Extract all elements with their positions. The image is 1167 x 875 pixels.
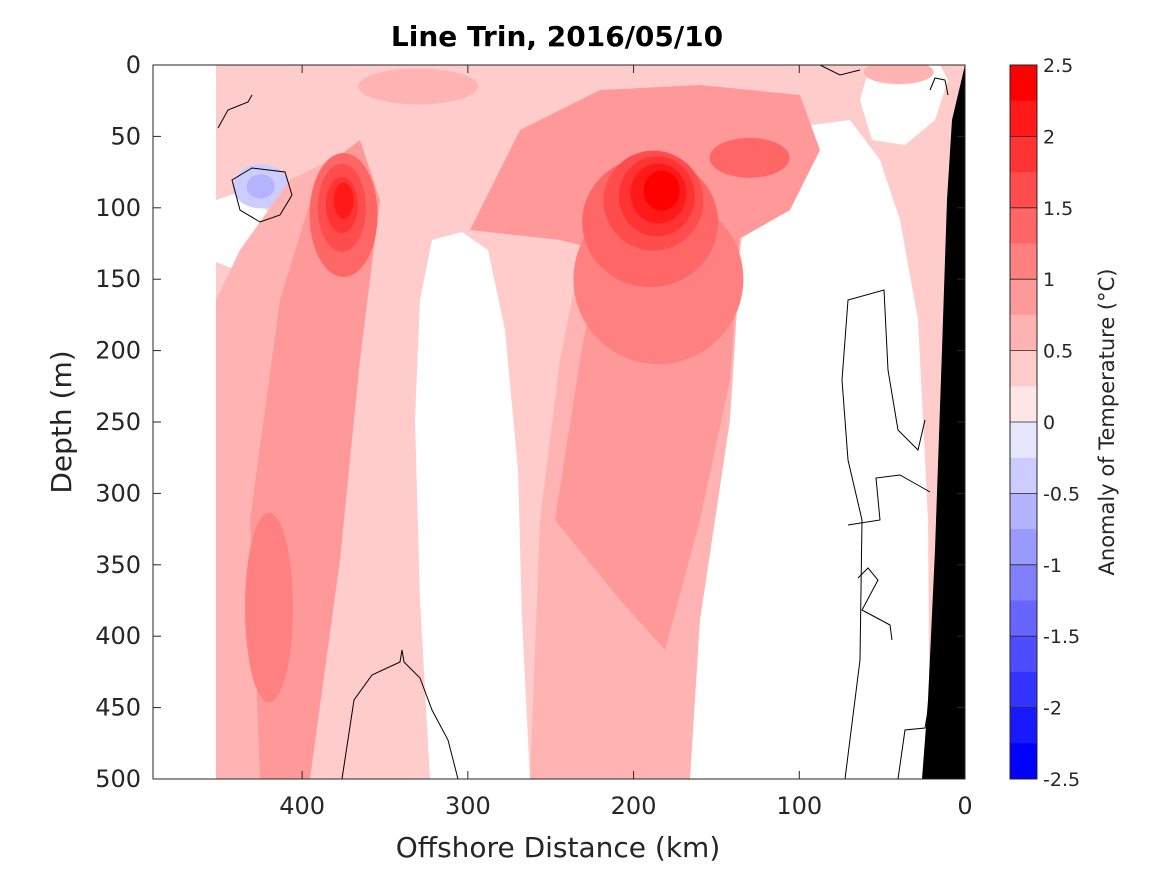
colorbar-bin — [1010, 243, 1037, 280]
colorbar-title: Anomaly of Temperature (°C) — [1095, 269, 1119, 576]
warm-layer-18 — [358, 68, 479, 105]
zero-contour-line-9 — [929, 77, 949, 96]
warm-layer-17 — [333, 182, 354, 219]
x-tick-label: 400 — [279, 792, 325, 820]
y-tick-label: 150 — [95, 265, 141, 293]
zero-contour-line-5 — [847, 474, 931, 526]
colorbar-tick-label: 0 — [1043, 412, 1055, 434]
temperature-field — [215, 65, 965, 779]
colorbar-bin — [1010, 207, 1037, 244]
y-tick-label: 200 — [95, 337, 141, 365]
colorbar-bin — [1010, 743, 1037, 780]
colorbar-bin — [1010, 172, 1037, 209]
chart-title: Line Trin, 2016/05/10 — [391, 20, 723, 53]
zero-contour-line-3 — [231, 167, 293, 223]
y-tick-label: 500 — [95, 765, 141, 793]
y-tick-label: 400 — [95, 622, 141, 650]
colorbar-bin — [1010, 279, 1037, 316]
x-tick-label: 200 — [611, 792, 657, 820]
colorbar-tick-label: 2.5 — [1043, 55, 1073, 77]
bathymetry-bottom — [922, 65, 965, 779]
colorbar-bin — [1010, 386, 1037, 423]
zero-contour-line-1 — [217, 94, 253, 129]
zero-contour-line-2 — [341, 649, 459, 779]
x-tick-label: 300 — [445, 792, 491, 820]
zero-region-3 — [215, 190, 286, 270]
y-tick-label: 350 — [95, 551, 141, 579]
x-tick-label: 100 — [776, 792, 822, 820]
colorbar-bin — [1010, 493, 1037, 530]
x-tick-label: 0 — [957, 792, 972, 820]
colorbar-bin — [1010, 136, 1037, 173]
x-axis-title: Offshore Distance (km) — [396, 831, 721, 864]
warm-layer-9 — [709, 137, 790, 178]
colorbar: 2.5 2 1.5 1 0.5 0 -0.5 -1 -1.5 -2 -2.5 — [1009, 55, 1080, 791]
zero-region-4 — [860, 65, 948, 145]
warm-layer-13 — [643, 170, 680, 211]
colorbar-tick-label: -2 — [1043, 698, 1062, 720]
colorbar-tick-label: -1 — [1043, 555, 1062, 577]
warm-layer-19 — [863, 65, 934, 85]
colorbar-bin — [1010, 600, 1037, 637]
colorbar-tick-label: -0.5 — [1043, 483, 1080, 505]
zero-contour-line-7 — [857, 567, 893, 641]
colorbar-bin — [1010, 457, 1037, 494]
colorbar-bin — [1010, 564, 1037, 601]
colorbar-bin — [1010, 707, 1037, 744]
cool-anomaly-core — [246, 174, 275, 199]
y-tick-label: 450 — [95, 694, 141, 722]
colorbar-bin — [1010, 100, 1037, 137]
colorbar-bin — [1010, 529, 1037, 566]
y-tick-label: 50 — [110, 122, 141, 150]
colorbar-tick-label: -2.5 — [1043, 769, 1080, 791]
colorbar-bin — [1010, 65, 1037, 102]
zero-region-1 — [415, 232, 530, 779]
zero-contour-line-8 — [819, 65, 861, 76]
colorbar-bin — [1010, 350, 1037, 387]
colorbar-tick-label: 1 — [1043, 269, 1055, 291]
warm-layer-3 — [245, 512, 293, 703]
colorbar-bin — [1010, 636, 1037, 673]
colorbar-tick-label: 0.5 — [1043, 341, 1073, 363]
colorbar-tick-label: 1.5 — [1043, 198, 1073, 220]
y-tick-label: 0 — [126, 51, 141, 79]
colorbar-tick-label: -1.5 — [1043, 626, 1080, 648]
colorbar-tick-label: 2 — [1043, 126, 1055, 148]
x-axis-ticks: 400 300 200 100 0 — [279, 65, 973, 820]
colorbar-bin — [1010, 422, 1037, 459]
colorbar-bin — [1010, 671, 1037, 709]
y-tick-label: 250 — [95, 408, 141, 436]
y-tick-label: 300 — [95, 479, 141, 507]
colorbar-bin — [1010, 314, 1037, 352]
y-tick-label: 100 — [95, 194, 141, 222]
y-axis-title: Depth (m) — [45, 350, 78, 493]
zero-contour-line-4 — [841, 289, 926, 779]
y-axis-ticks: 0 50 100 150 200 250 300 350 400 450 500 — [95, 51, 965, 793]
